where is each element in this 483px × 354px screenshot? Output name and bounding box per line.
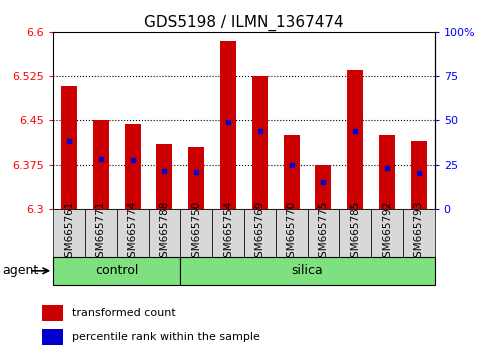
Text: transformed count: transformed count [72, 308, 176, 318]
Text: control: control [95, 264, 139, 277]
Text: GSM665792: GSM665792 [382, 201, 392, 264]
Bar [180, 257, 435, 285]
Title: GDS5198 / ILMN_1367474: GDS5198 / ILMN_1367474 [144, 14, 344, 30]
Text: GSM665750: GSM665750 [191, 201, 201, 264]
Bar [252, 76, 268, 209]
Bar [93, 120, 109, 209]
Bar [379, 135, 395, 209]
Bar [85, 209, 117, 257]
Bar [244, 209, 276, 257]
Bar [180, 209, 212, 257]
Bar [117, 209, 149, 257]
Text: percentile rank within the sample: percentile rank within the sample [72, 332, 260, 342]
Bar [308, 209, 339, 257]
Text: GSM665793: GSM665793 [414, 201, 424, 264]
Text: GSM665775: GSM665775 [318, 201, 328, 264]
Bar [220, 41, 236, 209]
Text: GSM665770: GSM665770 [286, 201, 297, 264]
Text: GSM665754: GSM665754 [223, 201, 233, 264]
Text: GSM665769: GSM665769 [255, 201, 265, 264]
Bar [42, 305, 63, 321]
Bar [403, 209, 435, 257]
Bar [149, 209, 180, 257]
Text: GSM665785: GSM665785 [350, 201, 360, 264]
Bar [371, 209, 403, 257]
Bar [339, 209, 371, 257]
Bar [284, 135, 299, 209]
Bar [125, 125, 141, 209]
Text: GSM665774: GSM665774 [128, 201, 138, 264]
Bar [347, 70, 363, 209]
Bar [276, 209, 308, 257]
Bar [212, 209, 244, 257]
Bar [61, 86, 77, 209]
Text: silica: silica [292, 264, 324, 277]
Bar [411, 141, 427, 209]
Bar [156, 144, 172, 209]
Bar [53, 257, 180, 285]
Text: GSM665771: GSM665771 [96, 201, 106, 264]
Bar [53, 209, 85, 257]
Bar [315, 165, 331, 209]
Text: agent: agent [2, 264, 39, 277]
Text: GSM665761: GSM665761 [64, 201, 74, 264]
Bar [42, 329, 63, 345]
Text: GSM665788: GSM665788 [159, 201, 170, 264]
Bar [188, 147, 204, 209]
